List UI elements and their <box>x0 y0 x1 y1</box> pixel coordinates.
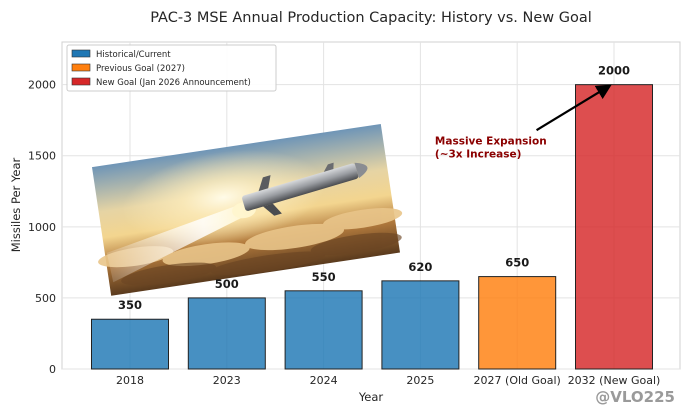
x-tick-label: 2027 (Old Goal) <box>474 374 561 387</box>
x-tick-label: 2018 <box>116 374 144 387</box>
annotation-text-line-1: Massive Expansion <box>435 135 547 147</box>
legend-swatch <box>71 49 91 58</box>
data-label: 550 <box>312 270 336 284</box>
x-tick-label: 2025 <box>406 374 434 387</box>
missile-launch-photo <box>91 123 403 296</box>
bar-2027-old-goal <box>478 276 557 370</box>
y-tick-label: 0 <box>49 363 56 376</box>
bar-2024 <box>284 290 363 370</box>
data-label: 350 <box>118 298 142 312</box>
x-tick-label: 2032 (New Goal) <box>568 374 661 387</box>
data-label: 650 <box>505 256 529 270</box>
y-tick-label: 1000 <box>28 221 56 234</box>
watermark: @VLO225 <box>595 388 675 406</box>
x-tick-label: 2024 <box>310 374 338 387</box>
data-labels: 350 500 550 620 650 2000 <box>118 64 630 313</box>
chart-title: PAC-3 MSE Annual Production Capacity: Hi… <box>150 10 592 26</box>
x-tick-label: 2023 <box>213 374 241 387</box>
bar-2025 <box>381 280 460 370</box>
y-tick-label: 500 <box>35 292 56 305</box>
annotation-text-line-2: (~3x Increase) <box>435 148 522 160</box>
annotation: Massive Expansion (~3x Increase) <box>435 84 612 160</box>
bar-2032-new-goal <box>575 84 653 370</box>
annotation-arrow <box>535 84 612 132</box>
legend-entry-historical: Historical/Current <box>71 49 171 60</box>
legend-entry-previous-goal: Previous Goal (2027) <box>71 63 185 74</box>
bars <box>91 84 653 370</box>
x-axis-ticks: 2018 2023 2024 2025 2027 (Old Goal) 2032 (New… <box>116 374 660 387</box>
data-label: 620 <box>408 260 432 274</box>
x-axis-label: Year <box>358 390 384 404</box>
bar-2023 <box>187 297 266 370</box>
legend-label: Previous Goal (2027) <box>96 64 185 74</box>
legend-swatch <box>71 63 91 72</box>
y-tick-label: 1500 <box>28 150 56 163</box>
y-axis-ticks: 0 500 1000 1500 2000 <box>28 79 56 376</box>
data-label: 2000 <box>598 64 630 78</box>
bar-2018 <box>91 318 169 370</box>
legend-label: Historical/Current <box>96 50 171 60</box>
legend-label: New Goal (Jan 2026 Announcement) <box>96 78 251 88</box>
legend-swatch <box>71 77 91 86</box>
y-axis-label: Missiles Per Year <box>9 157 23 252</box>
data-label: 500 <box>215 277 239 291</box>
legend-entry-new-goal: New Goal (Jan 2026 Announcement) <box>71 77 251 88</box>
legend-box <box>66 44 277 92</box>
legend: Historical/Current Previous Goal (2027) … <box>66 44 277 92</box>
y-tick-label: 2000 <box>28 79 56 92</box>
